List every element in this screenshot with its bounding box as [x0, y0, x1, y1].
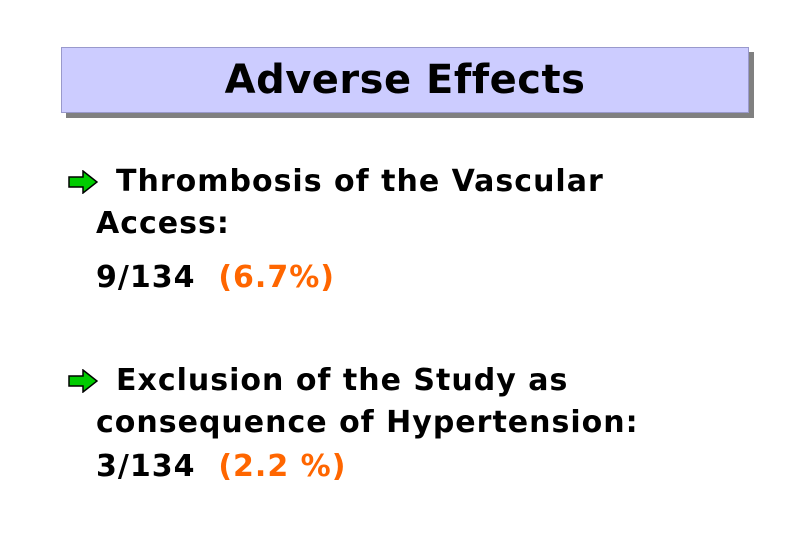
bullet-1-stat: 9/134 (6.7%) — [96, 257, 335, 299]
bullet-1-line-2: Access: — [96, 206, 230, 241]
bullet-2-stat: 3/134 (2.2 %) — [96, 446, 346, 488]
bullet-1-line-1: Thrombosis of the Vascular — [116, 164, 604, 199]
arrow-right-icon — [68, 170, 98, 194]
bullet-1-percent: (6.7%) — [218, 260, 335, 295]
arrow-right-icon — [68, 369, 98, 393]
bullet-2-count: 3/134 — [96, 449, 196, 484]
bullet-2-line-1: Exclusion of the Study as — [116, 363, 569, 398]
title-box: Adverse Effects — [61, 47, 749, 113]
bullet-1-count: 9/134 — [96, 260, 196, 295]
bullet-2-percent: (2.2 %) — [218, 449, 347, 484]
slide-title: Adverse Effects — [224, 57, 586, 103]
bullet-2-line-2: consequence of Hypertension: — [96, 405, 639, 440]
